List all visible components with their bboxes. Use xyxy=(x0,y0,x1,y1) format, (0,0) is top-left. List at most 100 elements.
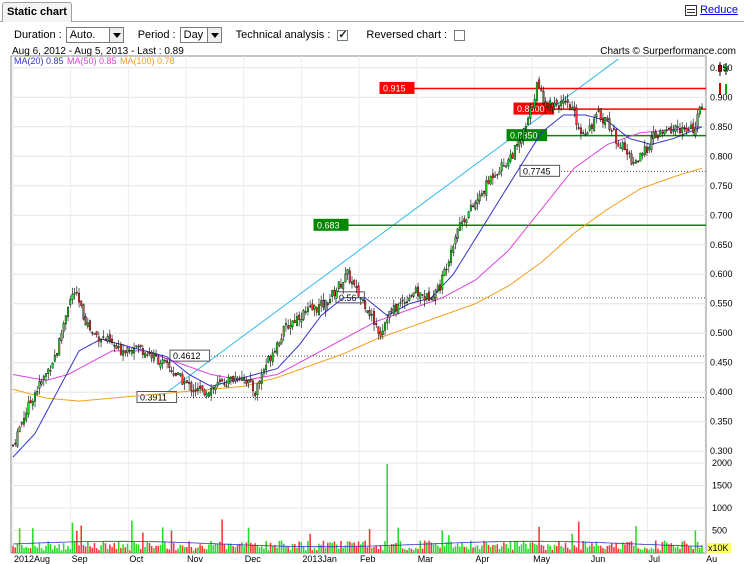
candle-body xyxy=(588,125,591,131)
candle-body xyxy=(293,319,296,323)
candle-body xyxy=(386,319,389,324)
candle-body xyxy=(322,299,325,308)
volume-bar xyxy=(84,546,87,553)
candle-body xyxy=(353,279,356,285)
level-label: 0.3911 xyxy=(140,392,167,402)
candle-body xyxy=(652,132,655,140)
chevron-down-icon[interactable] xyxy=(206,28,221,42)
volume-bar xyxy=(461,542,463,553)
candle-body xyxy=(388,311,391,319)
candle-body xyxy=(280,338,283,344)
candle-body xyxy=(340,284,342,288)
candle-body xyxy=(262,369,265,374)
reversed-chart-checkbox[interactable] xyxy=(454,29,466,41)
candle-body xyxy=(630,153,633,165)
tab-static-chart[interactable]: Static chart xyxy=(2,2,72,22)
candle-body xyxy=(221,378,224,382)
volume-bar xyxy=(67,545,69,553)
volume-bar xyxy=(175,550,177,553)
candle-body xyxy=(69,299,72,305)
reduce-link[interactable]: Reduce xyxy=(685,4,738,16)
candle-body xyxy=(441,274,444,290)
price-tick-label: 0.850 xyxy=(710,122,733,132)
candle-body xyxy=(626,148,629,155)
volume-bar xyxy=(591,543,593,553)
price-tick-label: 0.700 xyxy=(710,210,733,220)
volume-bar xyxy=(137,544,140,553)
volume-bar xyxy=(547,544,549,553)
volume-bar xyxy=(164,541,166,553)
volume-bar xyxy=(496,544,499,553)
candle-body xyxy=(520,139,523,144)
volume-bar xyxy=(463,546,466,553)
volume-bar xyxy=(375,545,377,553)
volume-bar xyxy=(131,520,133,553)
candle-body xyxy=(58,338,61,356)
candle-body xyxy=(34,392,36,402)
volume-bar xyxy=(360,544,362,553)
candle-body xyxy=(615,129,618,144)
volume-bar xyxy=(238,543,241,553)
time-tick-label: Jul xyxy=(648,554,660,564)
candle-body xyxy=(139,344,142,348)
candle-body xyxy=(240,377,243,381)
candle-body xyxy=(491,173,494,179)
candle-body xyxy=(469,204,472,211)
candle-body xyxy=(36,390,39,395)
volume-bar xyxy=(681,541,683,553)
candle-body xyxy=(320,300,323,306)
volume-bar xyxy=(65,549,67,553)
volume-bar xyxy=(395,543,397,553)
volume-bar xyxy=(641,549,644,553)
volume-bar xyxy=(654,540,657,553)
reduce-label[interactable]: Reduce xyxy=(700,4,738,16)
candle-body xyxy=(357,285,360,297)
volume-bar xyxy=(293,544,296,553)
volume-bar xyxy=(287,546,289,553)
volume-bar xyxy=(434,543,437,553)
legend-ma20: MA(20) 0.85 xyxy=(14,56,64,66)
candle-body xyxy=(489,176,492,185)
candle-body xyxy=(119,343,122,355)
volume-bar xyxy=(216,543,219,553)
volume-bar xyxy=(87,541,89,553)
candle-body xyxy=(20,422,23,425)
candle-body xyxy=(513,145,516,160)
volume-bar xyxy=(256,545,259,553)
period-select[interactable]: Day xyxy=(179,27,222,43)
chevron-down-icon[interactable] xyxy=(108,28,123,42)
candle-body xyxy=(487,180,490,184)
volume-bar xyxy=(243,546,245,553)
candle-body xyxy=(661,132,664,134)
candle-body xyxy=(265,364,268,370)
volume-bar xyxy=(342,547,344,553)
candle-body xyxy=(181,374,184,385)
level-label-box xyxy=(136,390,178,403)
volume-bar xyxy=(452,547,455,553)
time-tick-label: Nov xyxy=(187,554,204,564)
candle-body xyxy=(668,128,670,130)
candle-body xyxy=(522,128,525,141)
candle-body xyxy=(284,323,287,326)
volume-bar xyxy=(331,542,333,553)
volume-bar xyxy=(338,548,340,553)
volume-bar xyxy=(699,547,701,553)
candle-body xyxy=(216,382,219,386)
candle-body xyxy=(683,127,686,129)
candle-body xyxy=(14,442,17,445)
candle-body xyxy=(315,307,318,313)
technical-analysis-checkbox[interactable] xyxy=(337,28,349,41)
reduce-icon[interactable] xyxy=(685,4,698,16)
candle-body xyxy=(586,132,589,135)
volume-bar xyxy=(168,549,171,553)
volume-bar xyxy=(161,527,164,553)
volume-bar xyxy=(566,547,569,553)
volume-bar xyxy=(476,545,479,553)
volume-bar xyxy=(186,547,188,553)
duration-select[interactable]: Auto. xyxy=(65,27,124,43)
candlestick-icon[interactable] xyxy=(717,62,729,76)
candle-body xyxy=(665,129,668,131)
bar-chart-icon[interactable] xyxy=(717,82,729,96)
candle-body xyxy=(535,82,538,101)
candle-body xyxy=(326,302,329,306)
